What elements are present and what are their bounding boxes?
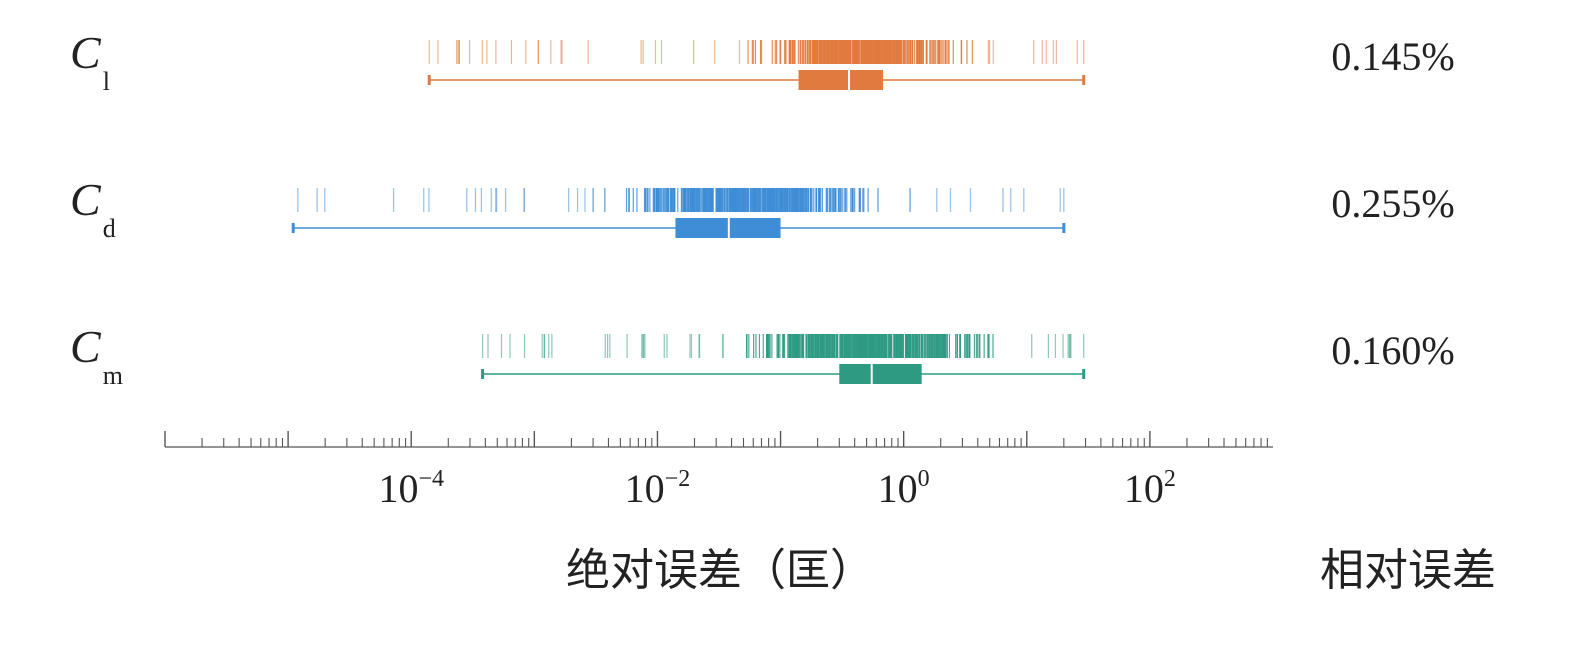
whisker-cap-max — [1082, 75, 1086, 85]
x-tick-label: 10−2 — [625, 466, 691, 511]
relative-error-value: 0.255% — [1331, 181, 1454, 226]
series-rows: Cl 0.145% Cd 0.255% Cm 0.160% — [70, 27, 1455, 390]
iqr-box — [839, 364, 922, 384]
x-axis: 10−4 10−2 100 102 — [164, 431, 1273, 511]
x-axis-title: 绝对误差（匡） — [566, 545, 874, 596]
series-row-l: Cl 0.145% — [70, 27, 1455, 96]
whisker-cap-max — [1062, 223, 1066, 233]
relative-error-column-title: 相对误差 — [1320, 545, 1496, 596]
series-row-d: Cd 0.255% — [70, 174, 1455, 243]
series-row-m: Cm 0.160% — [70, 321, 1455, 390]
whisker-cap-max — [1082, 369, 1086, 379]
x-tick-label: 102 — [1124, 466, 1176, 511]
x-tick-label: 100 — [878, 466, 930, 511]
relative-error-value: 0.160% — [1331, 328, 1454, 373]
x-tick-label: 10−4 — [378, 466, 444, 511]
series-label: Cm — [70, 321, 123, 390]
series-label: Cl — [70, 27, 110, 96]
whisker-cap-min — [481, 369, 485, 379]
relative-error-value: 0.145% — [1331, 34, 1454, 79]
whisker-cap-min — [427, 75, 431, 85]
series-label: Cd — [70, 174, 116, 243]
whisker-cap-min — [291, 223, 295, 233]
iqr-box — [798, 70, 884, 90]
